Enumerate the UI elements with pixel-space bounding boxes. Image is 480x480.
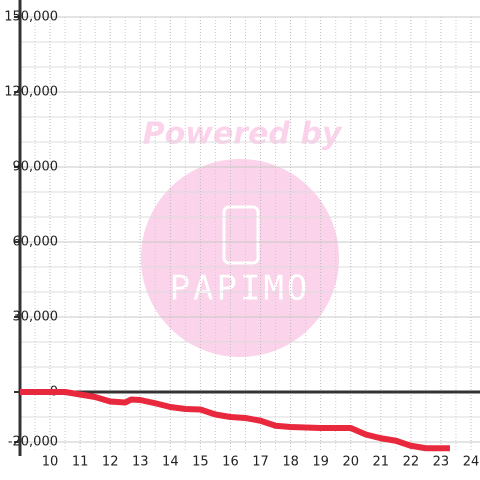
x-tick-label: 15 bbox=[192, 455, 209, 470]
x-tick-label: 17 bbox=[252, 455, 269, 470]
x-tick-label: 21 bbox=[373, 455, 390, 470]
x-tick-label: 10 bbox=[42, 455, 59, 470]
x-tick-label: 13 bbox=[132, 455, 149, 470]
watermark-logo: PAPIMO bbox=[170, 269, 311, 309]
watermark-phone bbox=[222, 205, 260, 265]
x-tick-label: 16 bbox=[222, 455, 239, 470]
x-tick-label: 22 bbox=[403, 455, 420, 470]
y-tick-label: 60,000 bbox=[13, 235, 59, 250]
x-tick-label: 23 bbox=[433, 455, 450, 470]
x-tick-label: 20 bbox=[342, 455, 359, 470]
data-line bbox=[20, 389, 450, 452]
x-tick-label: 19 bbox=[312, 455, 329, 470]
watermark: Powered by PAPIMO bbox=[141, 117, 343, 357]
watermark-circle bbox=[141, 159, 339, 357]
y-tick-label: 150,000 bbox=[4, 10, 58, 25]
plot: 150,000120,00090,00060,00030,0000-20,000… bbox=[4, 10, 479, 470]
x-tick-label: 24 bbox=[463, 455, 480, 470]
y-tick-label: 120,000 bbox=[4, 85, 58, 100]
watermark-text: Powered by bbox=[143, 117, 343, 152]
grid bbox=[14, 0, 480, 456]
y-tick-label: 90,000 bbox=[13, 160, 59, 175]
y-tick-label: -20,000 bbox=[8, 435, 58, 450]
x-tick-label: 12 bbox=[102, 455, 119, 470]
x-tick-label: 14 bbox=[162, 455, 179, 470]
x-tick-label: 11 bbox=[72, 455, 89, 470]
y-tick-label: 30,000 bbox=[13, 310, 59, 325]
x-tick-label: 18 bbox=[282, 455, 299, 470]
